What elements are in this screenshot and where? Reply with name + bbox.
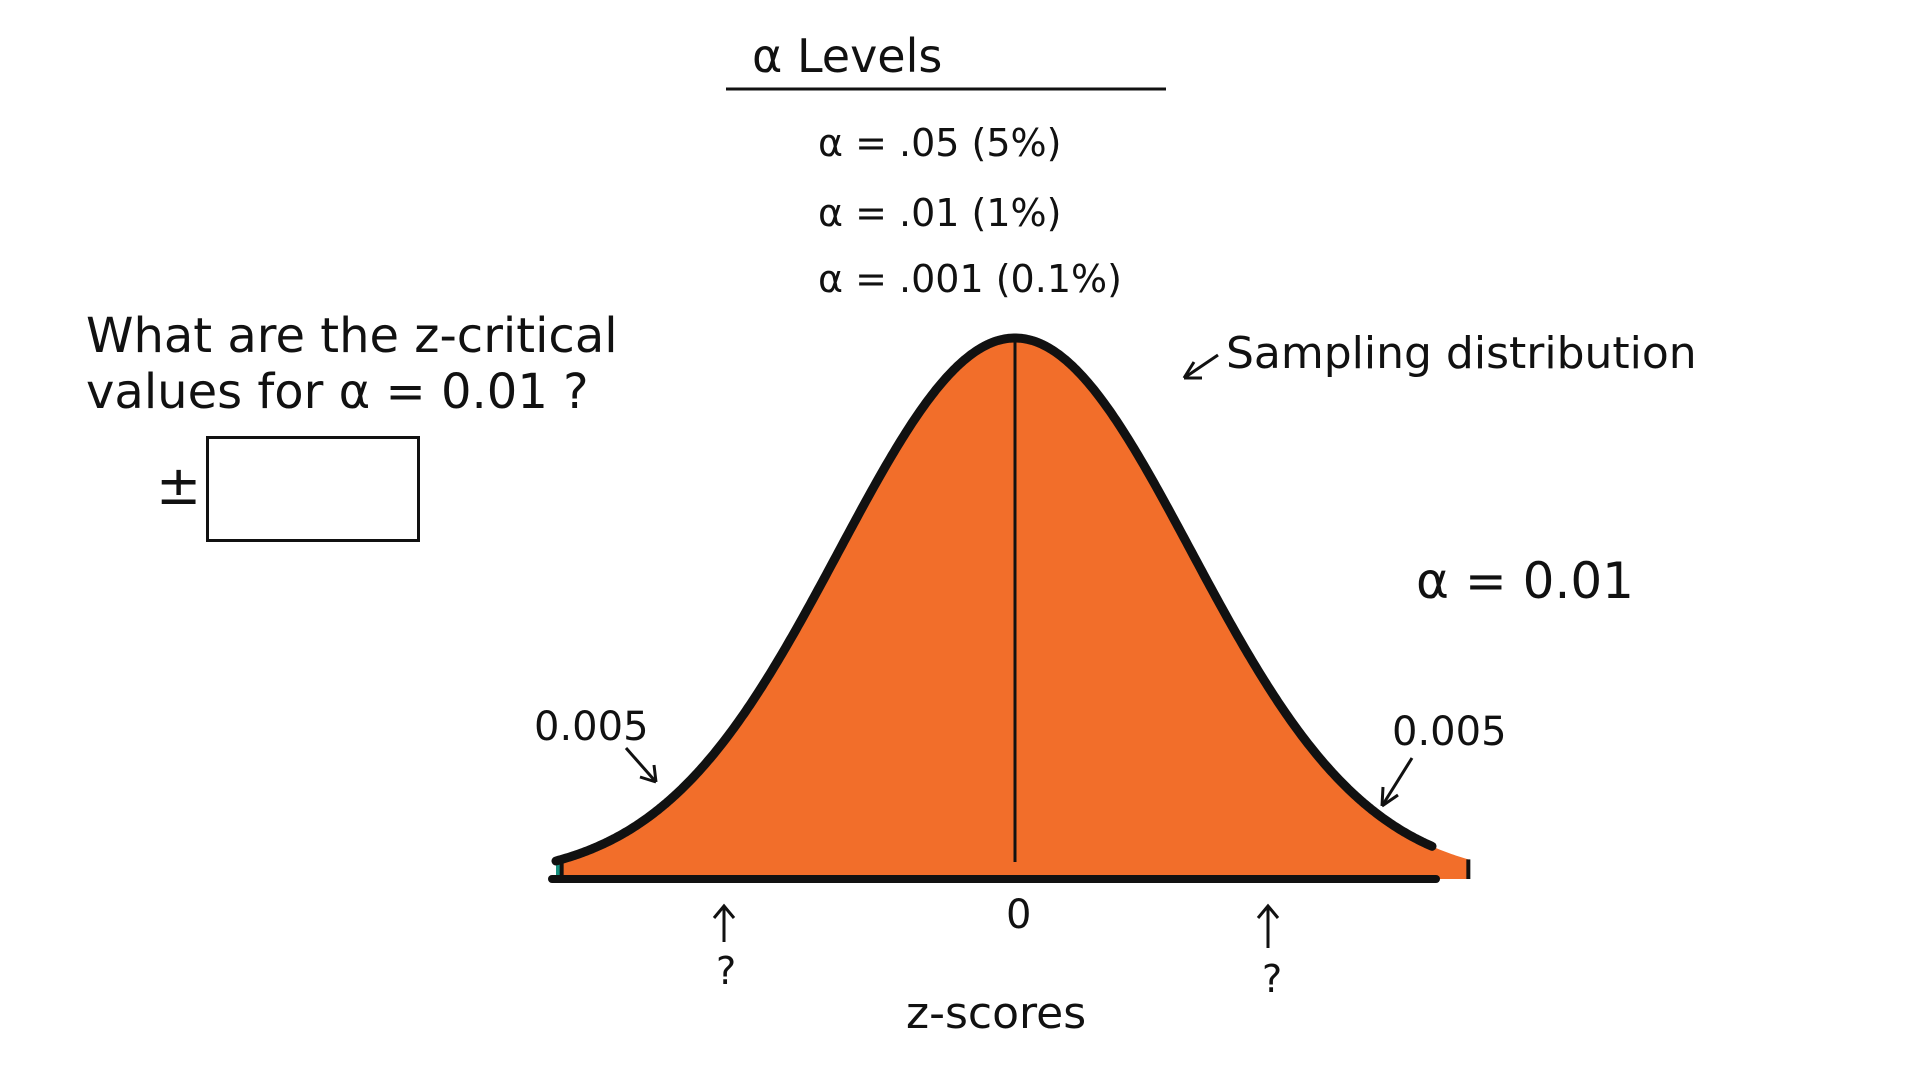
alpha-levels-heading: α Levels xyxy=(752,29,942,83)
z-scores-axis-label: z-scores xyxy=(906,988,1086,1039)
right-critical-value-label: ? xyxy=(1262,957,1282,1001)
right-critical-arrow-icon xyxy=(1256,903,1280,948)
zero-tick-label: 0 xyxy=(1006,892,1031,938)
curve-outline xyxy=(551,333,1437,866)
alpha-levels-table: α Levels α = .05 (5%) α = .01 (1%) α = .… xyxy=(726,29,1166,301)
sampling-annotation: Sampling distribution xyxy=(1182,328,1697,380)
sampling-arrow-icon xyxy=(1182,353,1219,380)
left-critical-value-label: ? xyxy=(716,949,736,993)
left-tail-label: 0.005 xyxy=(534,704,649,750)
left-tail-arrow-icon xyxy=(624,747,658,784)
right-tail-label: 0.005 xyxy=(1392,709,1507,755)
question-line-1: What are the z-critical xyxy=(86,308,618,364)
alpha-level-item: α = .01 (1%) xyxy=(818,191,1062,235)
right-tail-arrow-icon xyxy=(1380,757,1414,808)
alpha-level-item: α = .001 (0.1%) xyxy=(818,257,1122,301)
left-critical-arrow-icon xyxy=(712,903,736,942)
sampling-distribution-label: Sampling distribution xyxy=(1226,328,1697,379)
question-block: What are the z-critical values for α = 0… xyxy=(86,308,618,517)
question-line-2: values for α = 0.01 ? xyxy=(86,364,589,420)
distribution-curve xyxy=(548,333,1471,883)
answer-input-box[interactable] xyxy=(206,436,420,542)
plus-minus-sign: ± xyxy=(156,454,201,517)
alpha-value-label: α = 0.01 xyxy=(1416,552,1634,610)
alpha-level-item: α = .05 (5%) xyxy=(818,121,1062,165)
